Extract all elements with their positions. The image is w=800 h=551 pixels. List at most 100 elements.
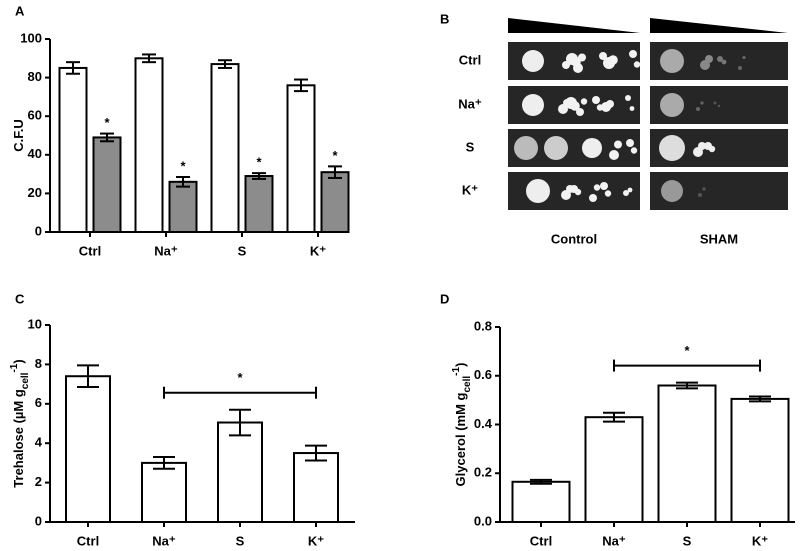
colony	[609, 150, 619, 160]
colony	[629, 106, 635, 111]
significance-mark: *	[237, 370, 243, 385]
colony	[696, 107, 700, 111]
colony	[600, 182, 608, 190]
colony	[661, 180, 683, 202]
y-tick-label: 0.4	[474, 416, 493, 431]
y-tick-label: 80	[28, 69, 42, 84]
colony	[599, 52, 607, 60]
colony	[629, 50, 637, 58]
y-tick-label: 100	[20, 30, 42, 45]
y-tick-label: 60	[28, 108, 42, 123]
significance-mark: *	[332, 148, 338, 163]
y-axis-label-part: Glycerol (mM g	[453, 392, 468, 486]
y-tick-label: 20	[28, 185, 42, 200]
colony	[614, 140, 622, 149]
colony	[626, 139, 634, 147]
colony	[633, 61, 641, 68]
bar	[134, 57, 164, 233]
colony	[608, 55, 618, 65]
x-tick-label: Ctrl	[77, 533, 99, 548]
colony	[708, 145, 716, 153]
colony	[574, 188, 582, 196]
y-axis-label-part: Trehalose (µM g	[11, 389, 26, 488]
bar	[168, 180, 198, 234]
colony	[606, 100, 614, 108]
error-bar	[153, 455, 175, 470]
y-tick-label: 4	[35, 435, 43, 450]
colony	[713, 101, 717, 105]
y-axis-label-part: -1	[451, 366, 462, 375]
x-tick-label: S	[683, 533, 692, 548]
error-bar	[229, 408, 251, 437]
colony	[623, 190, 629, 196]
y-tick-label: 40	[28, 146, 42, 161]
bar	[730, 397, 790, 523]
column-label: Control	[551, 231, 597, 246]
bar	[92, 136, 122, 233]
error-bar	[294, 78, 308, 93]
error-bar	[676, 381, 698, 390]
colony	[604, 190, 612, 197]
colony	[738, 66, 742, 70]
colony	[630, 147, 638, 154]
dilution-wedge	[508, 18, 640, 33]
row-label: Na⁺	[458, 96, 482, 111]
x-tick-label: Na⁺	[152, 533, 176, 548]
y-tick-label: 0.0	[474, 513, 492, 528]
colony	[589, 194, 597, 202]
x-tick-label: S	[236, 533, 245, 548]
y-axis-label: Glycerol (mM gcell-1)	[451, 363, 473, 487]
colony	[522, 94, 544, 116]
dilution-wedge	[650, 18, 788, 33]
bar	[141, 461, 187, 523]
colony	[582, 138, 602, 158]
y-tick-label: 0.2	[474, 465, 492, 480]
row-label: Ctrl	[459, 52, 481, 67]
colony	[742, 55, 746, 60]
error-bar	[252, 172, 266, 180]
bar	[217, 421, 263, 524]
bar	[320, 171, 350, 233]
colony	[526, 179, 550, 203]
y-axis-label: C.F.U	[11, 119, 26, 152]
panel-label: B	[440, 11, 449, 26]
y-tick-label: 0	[35, 223, 42, 238]
colony	[721, 59, 727, 65]
error-bar	[603, 411, 625, 423]
colony	[573, 63, 583, 73]
y-axis-label-part: )	[453, 363, 468, 367]
significance-mark: *	[180, 158, 186, 173]
error-bar	[218, 59, 232, 69]
colony	[593, 184, 601, 191]
x-tick-label: Na⁺	[602, 533, 626, 548]
y-axis-label-part: C.F.U	[11, 119, 26, 152]
colony	[544, 136, 568, 160]
error-bar	[530, 478, 552, 485]
y-axis-label-part: cell	[20, 372, 31, 389]
error-bar	[305, 444, 327, 462]
column-label: SHAM	[700, 231, 738, 246]
significance-mark: *	[684, 343, 690, 358]
error-bar	[66, 61, 80, 75]
colony	[580, 98, 588, 105]
y-tick-label: 6	[35, 395, 42, 410]
y-axis-label-part: cell	[462, 376, 473, 393]
colony	[702, 187, 706, 191]
bar	[58, 66, 88, 233]
y-tick-label: 0	[35, 513, 42, 528]
x-tick-label: Ctrl	[79, 243, 101, 258]
y-axis-label: Trehalose (µM gcell-1)	[9, 359, 31, 487]
error-bar	[142, 53, 156, 64]
y-tick-label: 2	[35, 474, 42, 489]
bar	[286, 84, 316, 233]
colony	[717, 104, 721, 108]
colony	[717, 56, 723, 62]
x-tick-label: Na⁺	[154, 243, 178, 258]
bar	[511, 480, 571, 523]
error-bar	[328, 165, 342, 179]
row-label: S	[466, 139, 475, 154]
colony	[578, 53, 586, 62]
colony	[660, 49, 684, 73]
y-tick-label: 0.6	[474, 367, 492, 382]
